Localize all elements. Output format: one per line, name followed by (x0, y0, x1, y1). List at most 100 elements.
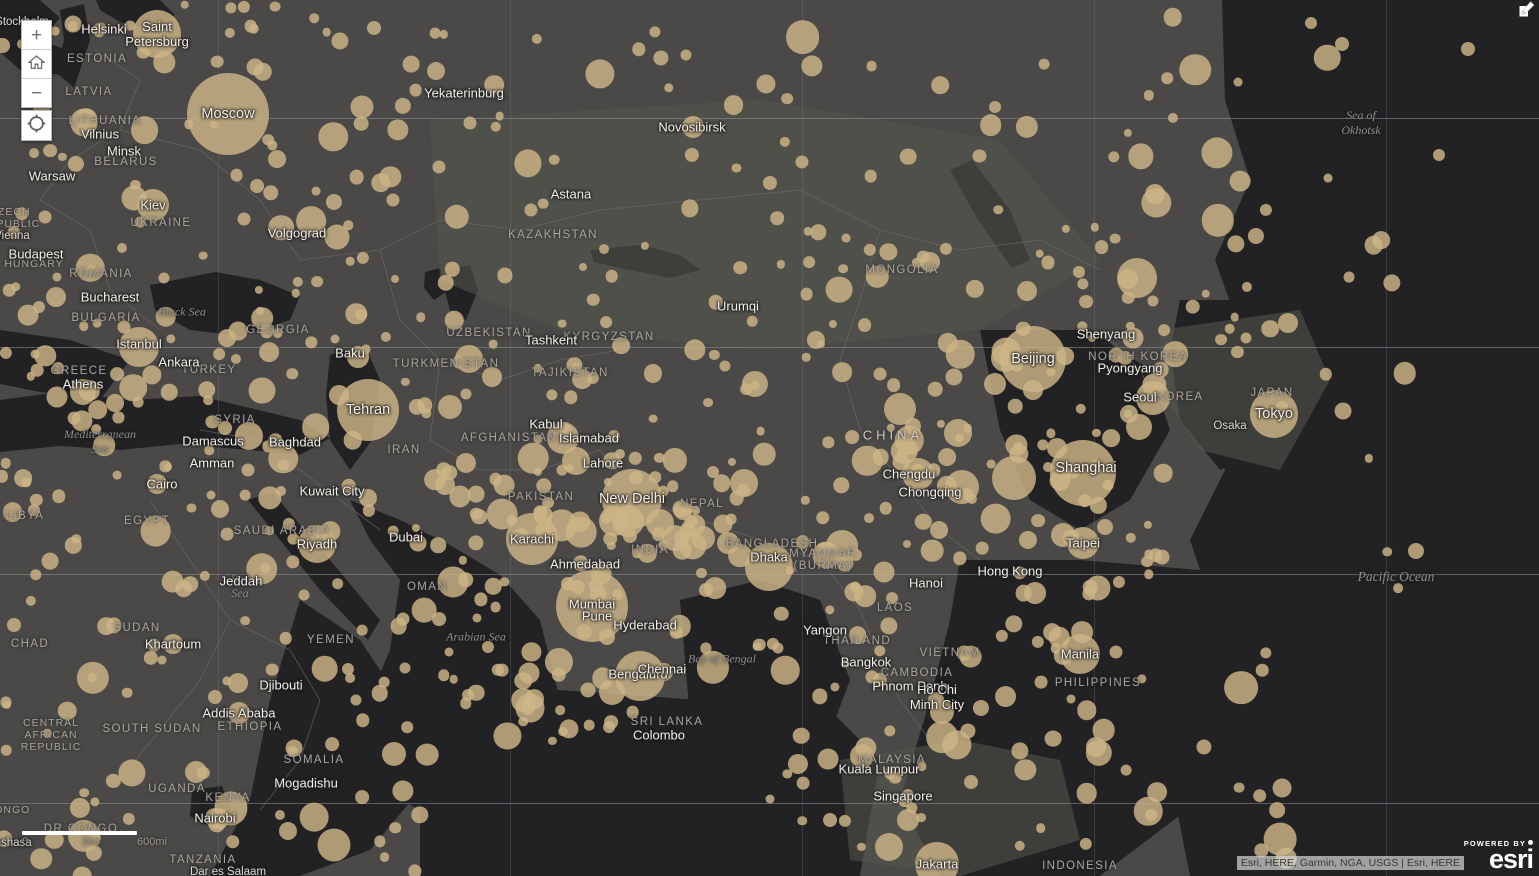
population-marker-bg-597[interactable] (698, 583, 714, 598)
population-marker-bg-69[interactable] (93, 22, 107, 36)
population-marker-bg-701[interactable] (1196, 739, 1212, 755)
population-marker-bg-237[interactable] (119, 374, 147, 402)
population-marker-bg-708[interactable] (1229, 170, 1251, 192)
population-marker-bg-221[interactable] (411, 524, 420, 533)
population-marker-bg-583[interactable] (696, 651, 730, 684)
population-marker-bg-335[interactable] (628, 451, 642, 465)
population-marker-bg-132[interactable] (731, 163, 741, 173)
population-marker-bg-11[interactable] (15, 206, 29, 221)
population-marker-bg-586[interactable] (460, 697, 472, 709)
population-marker-bg-658[interactable] (888, 771, 902, 784)
population-marker-bg-522[interactable] (298, 589, 310, 601)
population-marker-bg-542[interactable] (542, 496, 555, 509)
population-marker-bg-291[interactable] (341, 479, 356, 494)
population-marker-bg-509[interactable] (106, 774, 121, 789)
population-marker-bg-129[interactable] (828, 319, 837, 328)
population-marker-bg-171[interactable] (1128, 143, 1154, 169)
population-marker-bg-396[interactable] (1113, 575, 1126, 588)
population-marker-bg-328[interactable] (615, 448, 626, 460)
population-marker-bg-449[interactable] (1046, 428, 1056, 439)
population-marker-18[interactable] (944, 419, 972, 447)
population-marker-50[interactable] (46, 287, 66, 307)
population-marker-bg-246[interactable] (0, 457, 12, 469)
population-marker-39[interactable] (599, 679, 625, 705)
population-marker-bg-662[interactable] (880, 617, 898, 635)
population-marker-bg-23[interactable] (237, 1, 250, 14)
population-marker-bg-96[interactable] (681, 199, 699, 217)
population-marker-bg-107[interactable] (684, 147, 700, 163)
population-marker-bg-83[interactable] (29, 148, 39, 159)
population-marker-bg-706[interactable] (1313, 44, 1341, 72)
population-marker-bg-682[interactable] (1109, 645, 1123, 659)
population-marker-bg-625[interactable] (874, 644, 886, 657)
population-marker-bg-25[interactable] (292, 276, 303, 287)
population-marker-bg-36[interactable] (350, 95, 374, 119)
population-marker-bg-249[interactable] (0, 346, 12, 359)
population-marker-bg-605[interactable] (430, 537, 447, 553)
population-marker-bg-105[interactable] (432, 159, 446, 174)
population-marker-bg-679[interactable] (994, 685, 1017, 708)
zoom-controls[interactable]: + − (21, 20, 52, 108)
population-marker-bg-430[interactable] (1125, 532, 1136, 543)
population-marker-bg-382[interactable] (903, 539, 912, 548)
population-marker-bg-250[interactable] (264, 525, 274, 536)
population-marker-bg-165[interactable] (939, 242, 952, 256)
population-marker-bg-94[interactable] (537, 198, 549, 210)
population-marker-bg-120[interactable] (803, 256, 815, 269)
population-marker-bg-575[interactable] (572, 555, 589, 572)
population-marker-bg-122[interactable] (770, 211, 785, 225)
population-marker-bg-709[interactable] (1163, 8, 1183, 27)
population-marker-bg-64[interactable] (130, 180, 141, 191)
population-marker-bg-270[interactable] (261, 440, 274, 452)
population-marker-bg-109[interactable] (585, 59, 615, 89)
population-marker-bg-422[interactable] (1013, 441, 1023, 451)
population-marker-bg-491[interactable] (208, 689, 223, 704)
population-marker-bg-501[interactable] (382, 742, 407, 767)
population-marker-bg-604[interactable] (584, 720, 595, 731)
population-marker-bg-693[interactable] (1255, 663, 1269, 677)
population-marker-bg-220[interactable] (142, 365, 162, 385)
population-marker-bg-561[interactable] (493, 722, 521, 750)
population-marker-bg-602[interactable] (649, 471, 662, 483)
population-marker-bg-598[interactable] (432, 612, 446, 626)
population-marker-bg-203[interactable] (241, 463, 255, 477)
population-marker-bg-287[interactable] (29, 569, 42, 581)
population-marker-bg-456[interactable] (1162, 341, 1189, 367)
population-marker-bg-2[interactable] (345, 257, 355, 266)
population-marker-bg-457[interactable] (873, 561, 895, 583)
population-marker-bg-518[interactable] (279, 632, 293, 645)
population-marker-bg-251[interactable] (258, 342, 279, 363)
population-marker-bg-432[interactable] (886, 591, 898, 604)
population-marker-bg-42[interactable] (224, 27, 235, 39)
population-marker-bg-360[interactable] (649, 414, 658, 423)
population-marker-bg-142[interactable] (679, 49, 692, 61)
population-marker-bg-201[interactable] (199, 570, 211, 581)
population-marker-2[interactable] (337, 379, 399, 441)
population-marker-bg-626[interactable] (1044, 730, 1062, 747)
population-marker-bg-345[interactable] (709, 349, 720, 360)
population-marker-bg-607[interactable] (518, 717, 528, 727)
population-marker-bg-85[interactable] (43, 143, 58, 158)
population-marker-bg-179[interactable] (879, 242, 898, 261)
population-marker-bg-434[interactable] (886, 423, 895, 433)
population-marker-bg-623[interactable] (1014, 840, 1025, 852)
population-marker-bg-362[interactable] (833, 477, 849, 493)
population-marker-30[interactable] (984, 373, 1006, 395)
population-marker-bg-143[interactable] (803, 227, 812, 236)
population-marker-bg-554[interactable] (533, 467, 542, 477)
population-marker-bg-664[interactable] (1004, 615, 1023, 633)
population-marker-45[interactable] (359, 489, 377, 507)
population-marker-42[interactable] (562, 447, 590, 475)
population-marker-bg-305[interactable] (449, 485, 471, 507)
population-marker-bg-673[interactable] (972, 700, 989, 717)
population-marker-bg-268[interactable] (2, 501, 23, 522)
population-marker-bg-245[interactable] (330, 334, 340, 344)
population-marker-bg-477[interactable] (325, 737, 340, 752)
population-marker-27[interactable] (674, 502, 692, 520)
population-marker-bg-232[interactable] (380, 331, 392, 343)
population-marker-bg-418[interactable] (1087, 333, 1096, 342)
population-marker-bg-567[interactable] (713, 474, 731, 493)
population-marker-bg-685[interactable] (1147, 781, 1168, 802)
population-marker-bg-88[interactable] (68, 155, 85, 173)
population-marker-bg-696[interactable] (1137, 674, 1147, 684)
